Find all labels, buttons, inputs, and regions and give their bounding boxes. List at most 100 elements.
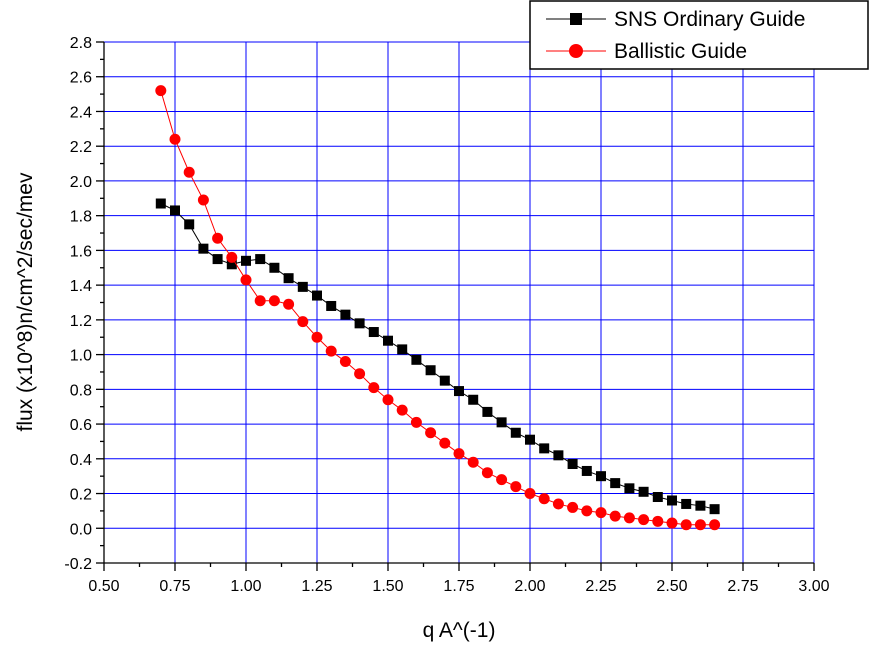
data-point [312,290,322,301]
y-tick-label: 2.8 [70,35,92,52]
data-point [695,500,706,511]
data-point [609,510,621,522]
data-point [254,295,266,307]
y-tick-label: -0.2 [64,556,92,573]
data-point [255,254,266,265]
data-point [552,498,564,510]
data-point [453,448,465,460]
data-point [397,344,408,355]
data-point [383,335,393,346]
data-point [681,498,692,509]
data-point [325,345,337,357]
y-tick-label: 2.6 [70,70,92,87]
y-tick-label: 2.2 [70,139,92,156]
data-point [226,259,237,270]
data-point [481,467,493,479]
x-axis-label: q A^(-1) [423,619,496,642]
data-point [468,394,479,405]
data-point [368,382,380,394]
data-point [326,300,337,311]
data-point [567,501,579,513]
legend-box [529,0,869,70]
data-point [709,504,720,515]
data-point [624,483,635,494]
data-point [667,495,677,506]
data-point [155,85,167,97]
data-point [396,404,408,416]
data-point [666,517,678,529]
data-point [524,488,536,500]
x-tick-label: 2.75 [727,578,758,595]
data-point [368,327,379,338]
y-tick-label: 1.6 [70,243,92,260]
data-point [268,295,280,307]
data-point [596,471,606,482]
data-point [212,254,223,265]
data-point [382,394,394,406]
legend-swatch-marker [569,44,583,58]
data-point [694,519,706,531]
data-point [496,474,508,486]
data-point [581,505,593,517]
data-point [581,465,592,476]
y-tick-label: 0.4 [70,452,92,469]
data-point [538,493,550,505]
y-tick-label: 2.0 [70,174,92,191]
data-point [467,456,479,468]
data-point [226,251,238,263]
y-tick-label: 2.4 [70,104,92,121]
data-point [339,356,351,368]
data-point [155,198,166,209]
data-point [283,298,295,310]
y-tick-label: 0.2 [70,487,92,504]
x-tick-label: 1.25 [301,578,332,595]
x-tick-label: 0.75 [159,578,190,595]
data-point [241,255,251,266]
data-point [539,443,550,454]
data-point [525,434,535,445]
data-point [297,281,308,292]
x-tick-label: 2.00 [514,578,545,595]
data-point [183,166,195,178]
data-point [425,365,436,376]
data-point [638,486,649,497]
data-point [169,133,181,145]
data-point [354,318,365,329]
data-point [240,274,252,286]
x-tick-label: 1.50 [372,578,403,595]
data-point [482,406,493,417]
data-point [610,478,621,489]
y-tick-label: 1.8 [70,209,92,226]
data-point [212,232,224,244]
series-line [160,90,715,526]
x-tick-label: 0.50 [88,578,119,595]
data-point [297,316,309,328]
data-point [411,354,422,365]
data-point [652,515,664,527]
data-point [269,262,280,273]
data-point [638,514,650,526]
data-point [709,519,721,531]
data-point [170,205,180,216]
data-point [510,427,521,438]
data-point [652,492,663,503]
legend-label: SNS Ordinary Guide [614,8,805,31]
data-point [439,375,450,386]
data-point [340,309,351,320]
legend: SNS Ordinary Guide Ballistic Guide [529,0,869,70]
legend-swatch-marker [570,13,582,25]
data-point [283,273,294,284]
x-tick-label: 2.50 [656,578,687,595]
y-tick-label: 1.0 [70,348,92,365]
series-2 [155,85,721,531]
data-point [198,243,209,254]
data-point [197,194,209,206]
y-tick-label: 1.4 [70,278,92,295]
axes: 0.50 0.75 1.00 1.25 1.50 1.75 2.00 2.25 2.50 2.75… [64,35,829,595]
y-axis-label: flux (x10^8)n/cm^2/sec/mev [14,172,37,431]
x-tick-label: 2.25 [585,578,616,595]
data-point [410,416,422,428]
data-point [567,459,578,470]
data-point [553,450,564,461]
series-line [160,203,715,510]
